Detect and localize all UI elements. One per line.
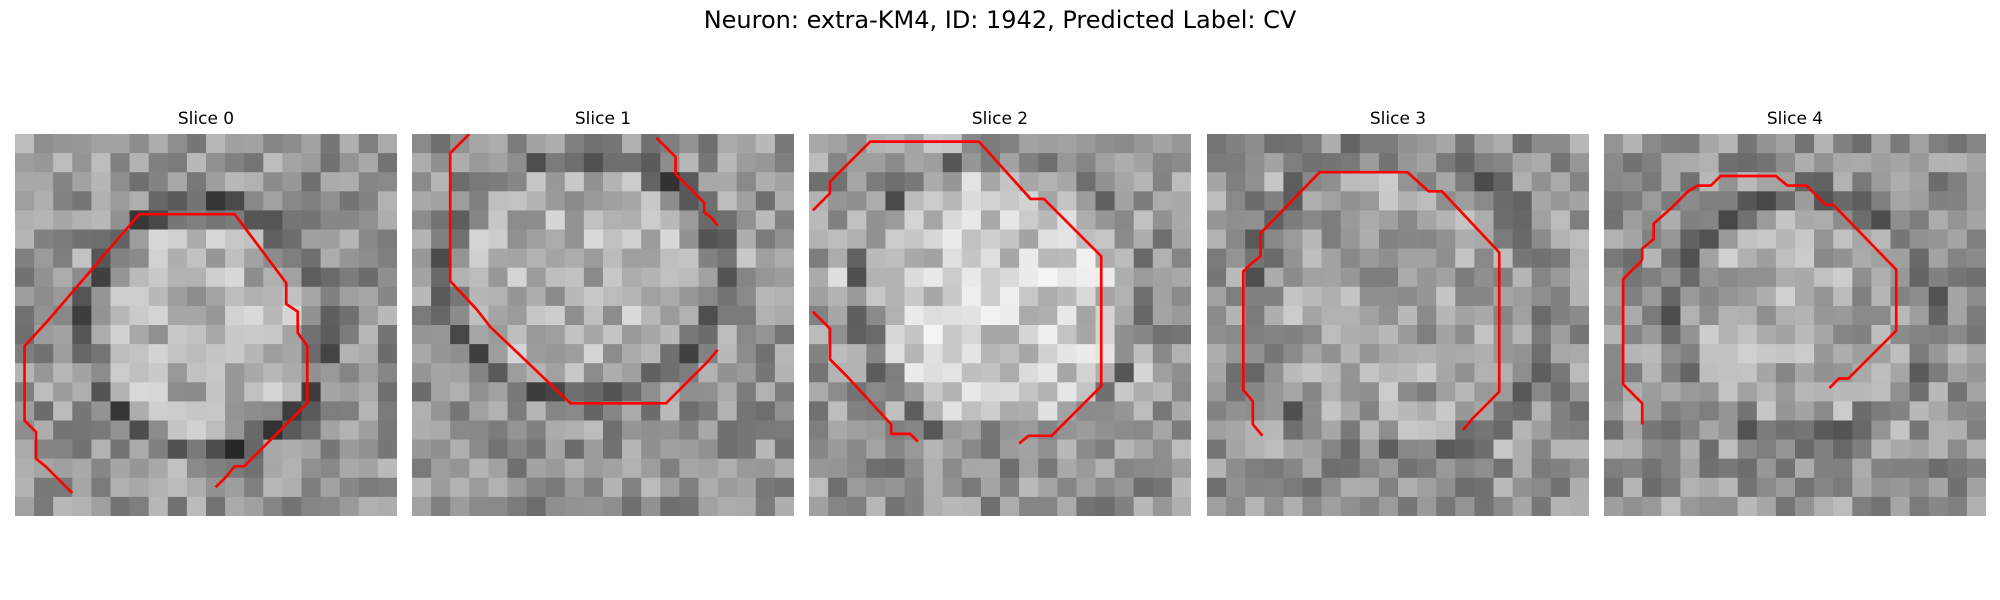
contour-line xyxy=(655,136,719,227)
panel-3-image xyxy=(1207,134,1589,516)
panel-0-svg xyxy=(15,134,397,516)
contour-line xyxy=(1621,259,1644,425)
panel-2-image xyxy=(809,134,1191,516)
contour-line xyxy=(811,310,919,443)
panel-3-svg xyxy=(1207,134,1589,516)
panel-4-svg xyxy=(1604,134,1986,516)
panel-4-image xyxy=(1604,134,1986,516)
panel-1-svg xyxy=(412,134,794,516)
panel-1-image xyxy=(412,134,794,516)
contour-line xyxy=(448,134,719,405)
panel-0-title: Slice 0 xyxy=(177,109,235,129)
contour-line xyxy=(1259,170,1501,431)
panel-3-title: Slice 3 xyxy=(1369,109,1427,129)
panel-2-svg xyxy=(809,134,1191,516)
contour-line xyxy=(1640,174,1898,389)
panel-0-image xyxy=(15,134,397,516)
contour-line xyxy=(811,140,1103,445)
contour-line xyxy=(23,320,74,495)
panel-1-title: Slice 1 xyxy=(574,109,632,129)
panel-4-title: Slice 4 xyxy=(1766,109,1824,129)
panel-2-title: Slice 2 xyxy=(971,109,1029,129)
contour-line xyxy=(46,212,309,489)
contour-line xyxy=(1241,233,1264,437)
figure-title: Neuron: extra-KM4, ID: 1942, Predicted L… xyxy=(703,6,1297,34)
